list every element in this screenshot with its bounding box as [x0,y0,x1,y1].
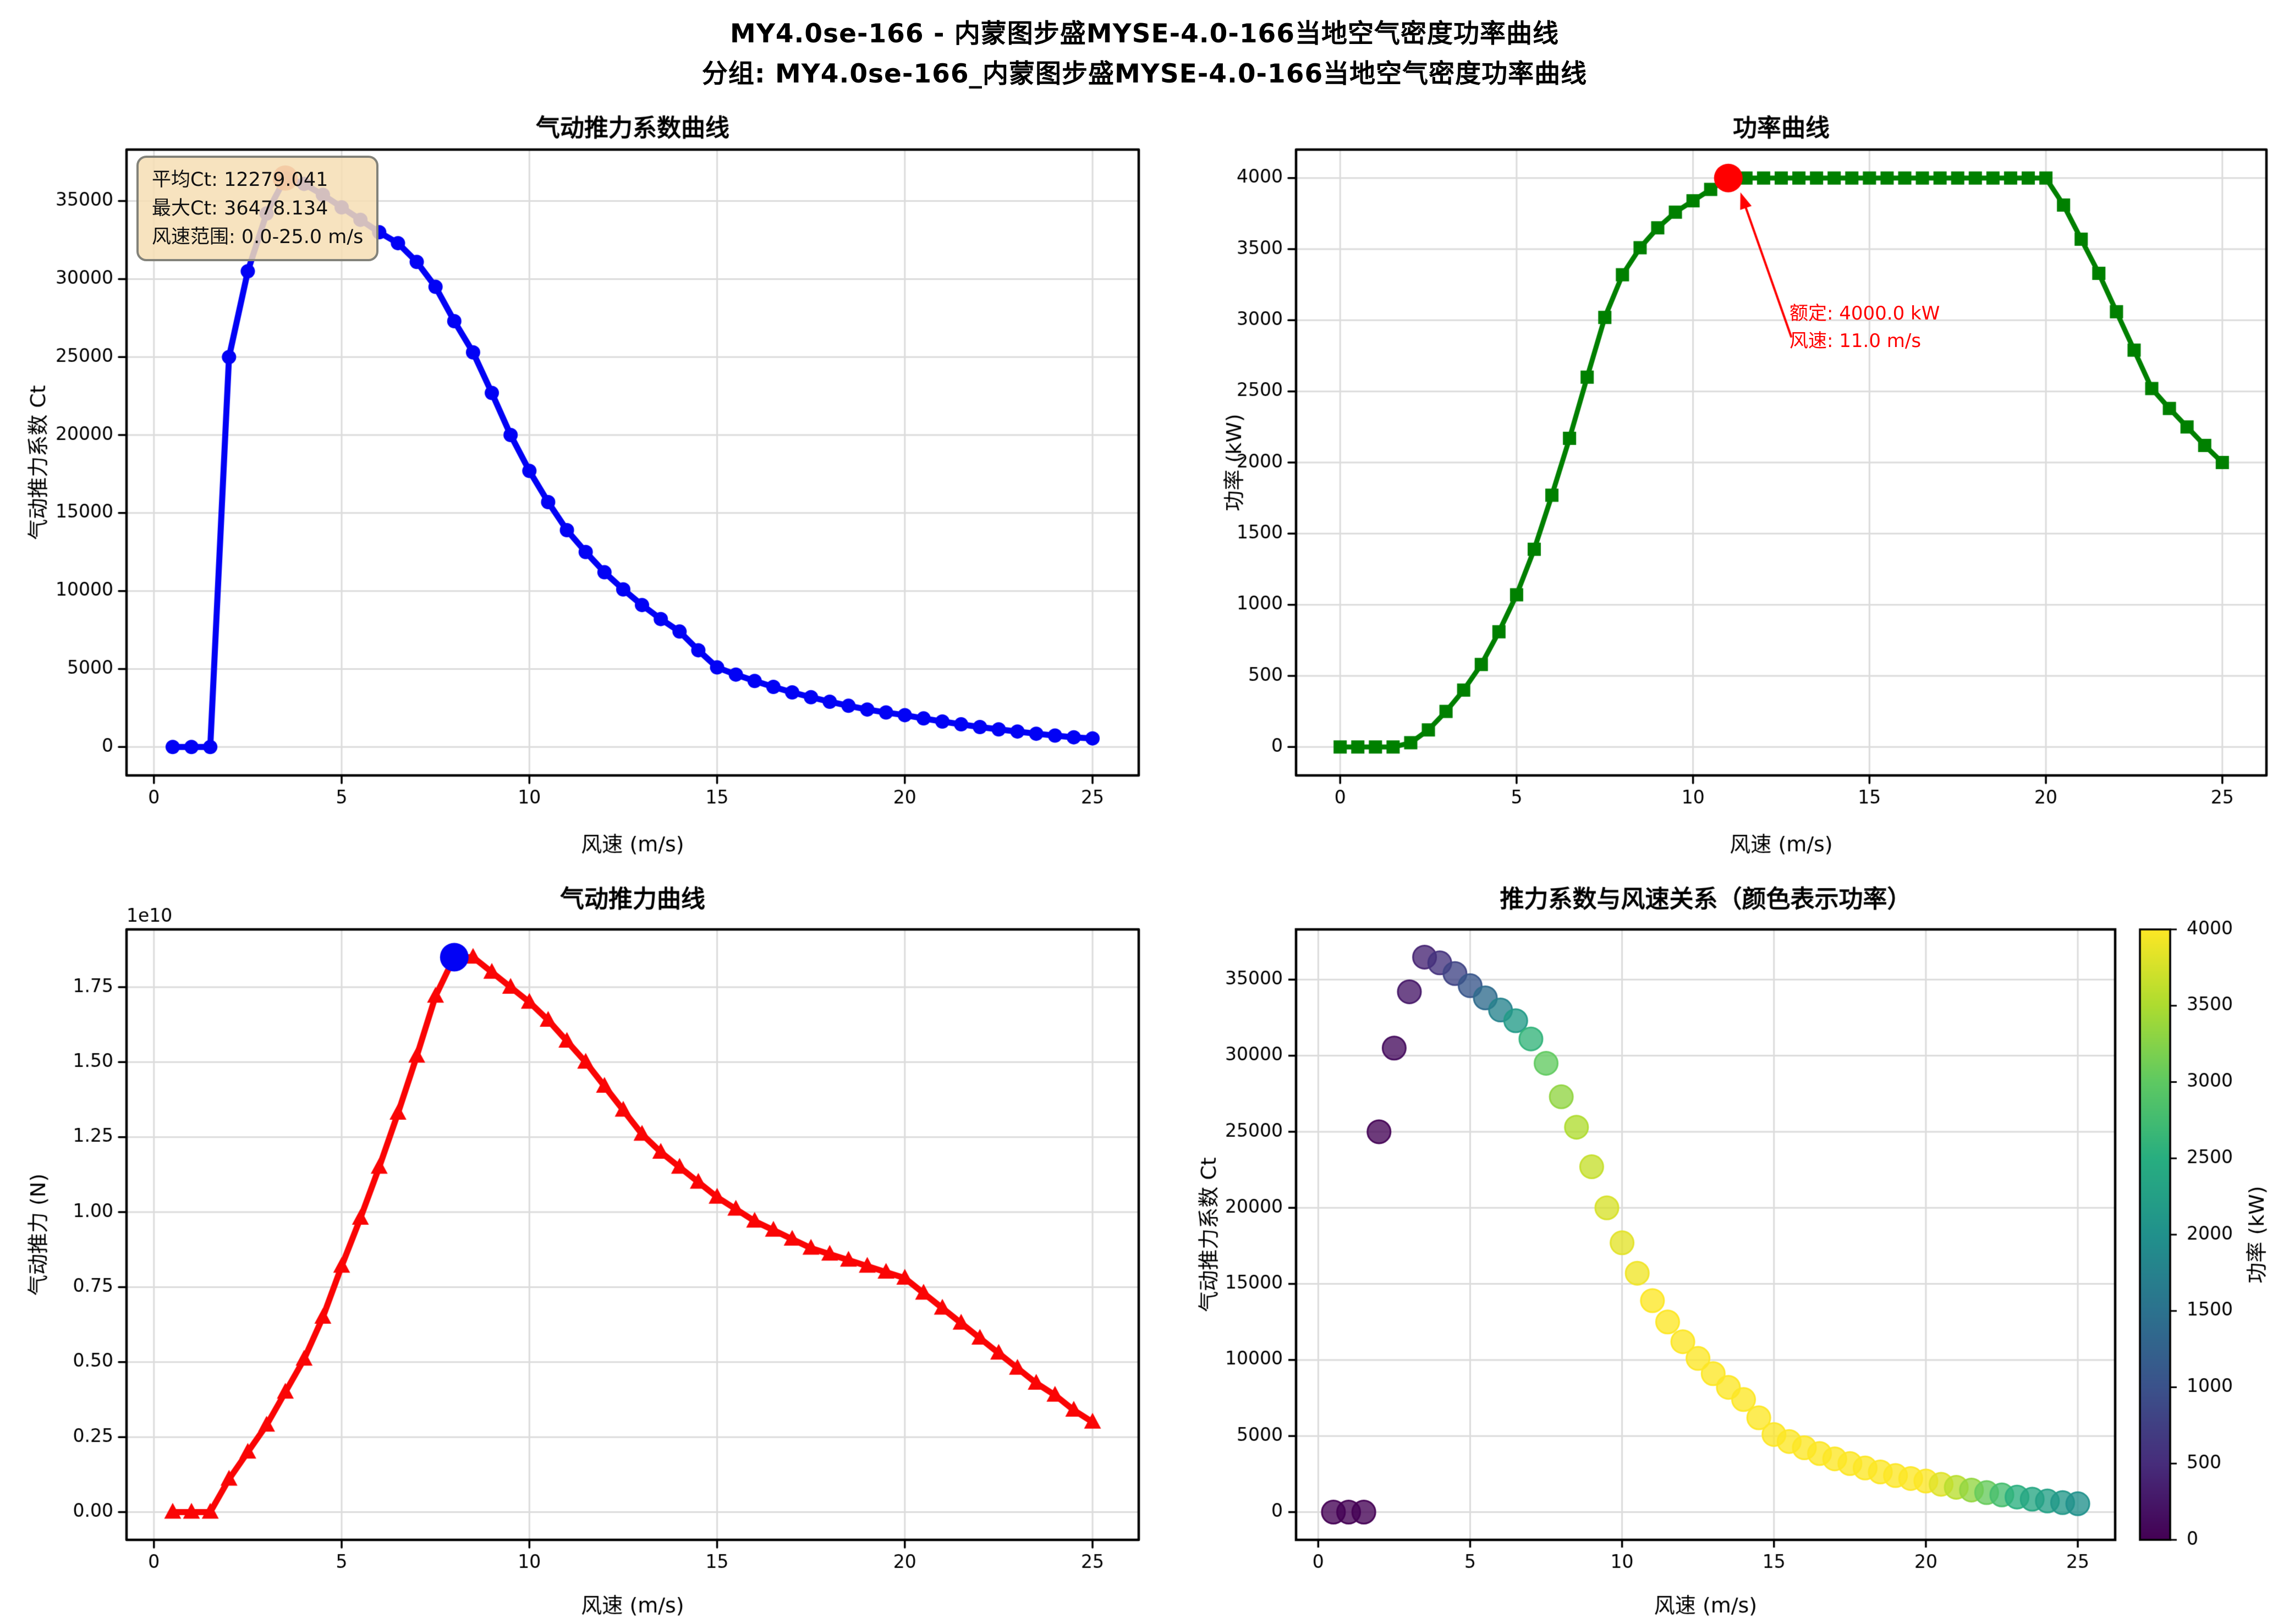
rated-power-line: 额定: 4000.0 kW [1790,302,1940,324]
power-curve-chart [1166,99,2289,880]
ct-power-scatter-chart [1166,885,2289,1624]
thrust-curve-chart [0,885,1166,1624]
stats-tooltip: 平均Ct: 12279.041 最大Ct: 36478.134 风速范围: 0.… [136,156,379,261]
speed-range-line: 风速范围: 0.0-25.0 m/s [152,226,364,248]
figure-subtitle: 分组: MY4.0se-166_内蒙图步盛MYSE-4.0-166当地空气密度功… [701,59,1588,89]
avg-ct-line: 平均Ct: 12279.041 [152,169,328,191]
rated-annotation: 额定: 4000.0 kW 风速: 11.0 m/s [1790,300,1940,355]
rated-speed-line: 风速: 11.0 m/s [1790,330,1922,352]
figure-title: MY4.0se-166 - 内蒙图步盛MYSE-4.0-166当地空气密度功率曲… [730,19,1559,49]
max-ct-line: 最大Ct: 36478.134 [152,197,328,219]
